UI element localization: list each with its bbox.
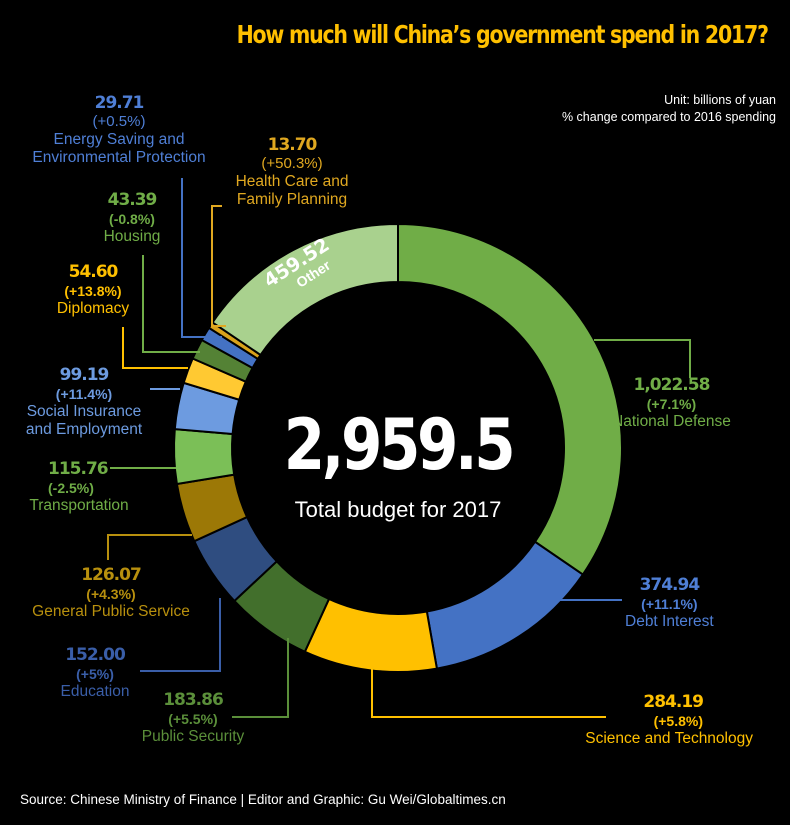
value: 54.60	[68, 262, 119, 282]
slice-debt-interest	[425, 540, 585, 670]
value: 13.70	[267, 135, 318, 155]
donut-slices	[173, 222, 623, 673]
label-housing: 43.39 (-0.8%) Housing	[92, 190, 172, 246]
name: National Defense	[612, 413, 731, 430]
label-diplomacy: 54.60 (+13.8%) Diplomacy	[48, 262, 138, 318]
name: Science and Technology	[585, 730, 753, 747]
value: 284.19	[643, 692, 704, 712]
leader-security	[232, 638, 289, 718]
leader-defense	[594, 339, 691, 378]
change: (+13.8%)	[64, 283, 122, 299]
slice-national-defense	[397, 222, 623, 576]
label-transport: 115.76 (-2.5%) Transportation	[18, 459, 140, 515]
total-budget: 2,959.5	[283, 404, 516, 486]
name-line1: Energy Saving and	[53, 131, 185, 148]
name-line1: Social Insurance	[26, 403, 142, 420]
change: (+5%)	[76, 666, 114, 682]
label-health: 13.70 (+50.3%) Health Care and Family Plann…	[222, 135, 362, 209]
label-general: 126.07 (+4.3%) General Public Service	[16, 565, 206, 621]
leader-energy	[181, 178, 222, 338]
label-energy: 29.71 (+0.5%) Energy Saving and Environment…	[14, 93, 224, 167]
name: Housing	[103, 228, 161, 245]
value: 126.07	[81, 565, 142, 585]
label-defense: 1,022.58 (+7.1%) National Defense	[612, 375, 731, 431]
name: Public Security	[141, 728, 245, 745]
chart-title: How much will China’s government spend i…	[236, 20, 769, 49]
name: Debt Interest	[625, 613, 714, 630]
leader-diplomacy	[122, 327, 188, 369]
leader-education	[140, 598, 221, 672]
name-line2: Family Planning	[236, 191, 348, 208]
change: (+11.4%)	[55, 386, 113, 402]
value: 374.94	[639, 575, 701, 595]
unit-note: Unit: billions of yuan % change compared…	[562, 92, 776, 126]
name: Transportation	[29, 497, 129, 514]
name-line1: Health Care and	[235, 173, 349, 190]
label-education: 152.00 (+5%) Education	[50, 645, 140, 701]
value: 29.71	[94, 93, 145, 113]
change: (+5.5%)	[168, 711, 218, 727]
label-debt: 374.94 (+11.1%) Debt Interest	[625, 575, 714, 631]
total-subtitle: Total budget for 2017	[294, 497, 502, 522]
leader-lines	[107, 178, 691, 718]
name: General Public Service	[32, 603, 190, 620]
change: (+50.3%)	[261, 155, 323, 172]
change: (+11.1%)	[641, 596, 698, 612]
change: (+5.8%)	[653, 713, 703, 729]
slice-other	[211, 222, 399, 357]
slice-transportation	[173, 428, 236, 486]
leader-health	[211, 205, 226, 327]
value: 183.86	[163, 690, 224, 710]
source-credit: Source: Chinese Ministry of Finance | Ed…	[20, 792, 506, 807]
label-science: 284.19 (+5.8%) Science and Technology	[553, 692, 753, 748]
unit-text: Unit: billions of yuan	[664, 93, 776, 107]
name: Education	[60, 683, 130, 700]
value: 152.00	[65, 645, 126, 665]
leader-science	[371, 666, 606, 718]
change: (+0.5%)	[92, 113, 146, 130]
value: 43.39	[107, 190, 158, 210]
change: (-2.5%)	[48, 480, 94, 496]
value: 1,022.58	[633, 375, 711, 395]
value: 115.76	[48, 459, 109, 479]
label-social: 99.19 (+11.4%) Social Insurance and Employm…	[14, 365, 154, 439]
name-line2: Environmental Protection	[32, 149, 206, 166]
change: (-0.8%)	[109, 211, 155, 227]
change: (+4.3%)	[86, 586, 136, 602]
label-security: 183.86 (+5.5%) Public Security	[132, 690, 254, 746]
name: Diplomacy	[56, 300, 130, 317]
change-note: % change compared to 2016 spending	[561, 110, 776, 124]
change: (+7.1%)	[646, 396, 697, 412]
leader-general	[107, 534, 192, 560]
leader-housing	[142, 255, 200, 353]
name-line2: and Employment	[25, 421, 143, 438]
value: 99.19	[59, 365, 110, 385]
